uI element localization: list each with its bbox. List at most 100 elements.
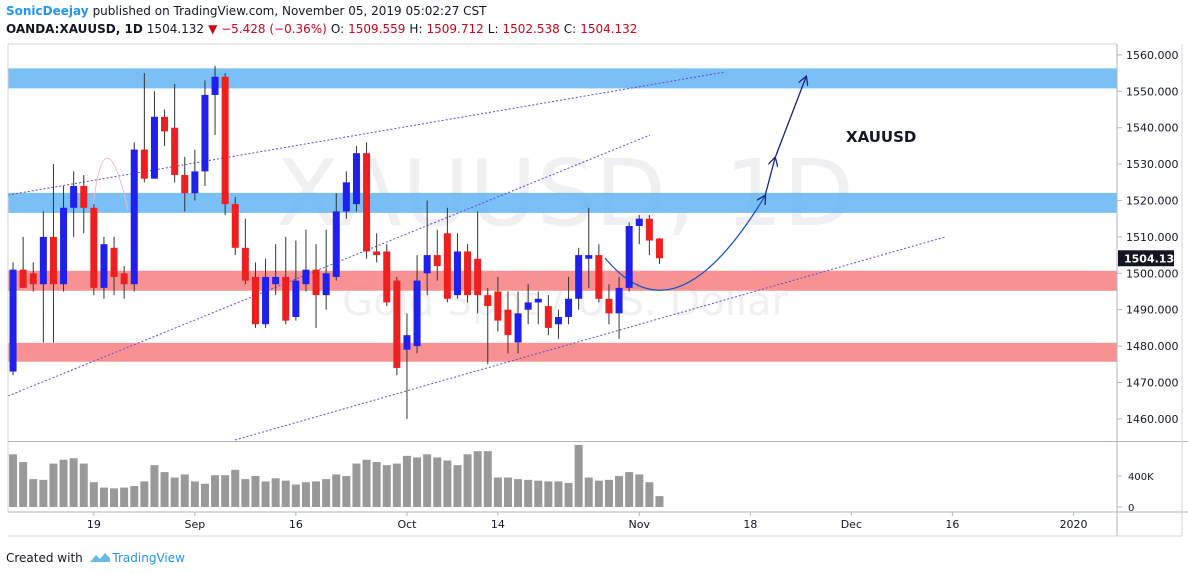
volume-bar: [291, 484, 300, 507]
candle-body: [625, 225, 633, 288]
y-tick-label: 1470.000: [1126, 376, 1179, 389]
logo: [89, 553, 110, 562]
candle-body: [645, 218, 653, 241]
y-tick-label: 1560.000: [1126, 49, 1179, 62]
brand[interactable]: TradingView: [112, 551, 185, 565]
candle-body: [262, 276, 270, 325]
volume-bar: [39, 479, 48, 507]
volume-bar: [645, 482, 654, 507]
candle-body: [171, 127, 179, 176]
candle-body: [342, 182, 350, 212]
volume-bar: [89, 482, 98, 507]
volume-bar: [625, 472, 634, 507]
candle-body: [383, 251, 391, 303]
zone: [8, 342, 1117, 362]
candle-body: [433, 255, 441, 267]
candle-body: [373, 251, 381, 256]
volume-bar: [362, 459, 371, 507]
candle-body: [282, 276, 290, 321]
volume-bar: [574, 445, 583, 507]
x-tick-label: 19: [87, 518, 101, 531]
candle-body: [575, 255, 583, 299]
y-tick-label: 1550.000: [1126, 85, 1179, 98]
volume-tick-label: 400K: [1128, 472, 1154, 483]
candle-body: [423, 255, 431, 274]
x-tick-label: Nov: [629, 518, 651, 531]
volume-bar: [453, 465, 462, 507]
y-tick-label: 1500.000: [1126, 267, 1179, 280]
volume-bar: [110, 488, 119, 507]
candle-body: [544, 306, 552, 328]
volume-bar: [271, 478, 280, 507]
candle-body: [191, 171, 199, 194]
volume-bar: [473, 451, 482, 507]
candle-body: [90, 207, 98, 288]
candle-body: [110, 247, 118, 277]
volume-bar: [200, 483, 209, 507]
candle-body: [140, 149, 148, 179]
candle-body: [322, 273, 330, 296]
volume-bar: [554, 481, 563, 507]
volume-bar: [150, 465, 159, 507]
candle-body: [484, 295, 492, 307]
volume-bar: [170, 477, 179, 507]
volume-bar: [493, 477, 502, 507]
quote-item: H:: [409, 22, 423, 36]
quote-item: 1504.132: [146, 22, 205, 36]
quote-item: 1509.559: [348, 22, 406, 36]
author[interactable]: SonicDeejay: [6, 4, 89, 18]
candle-body: [60, 207, 68, 285]
candle-body: [29, 273, 37, 285]
volume-bar: [443, 460, 452, 507]
volume-bar: [140, 481, 149, 507]
x-tick-label: 16: [289, 518, 303, 531]
candle-body: [201, 94, 209, 172]
candle-body: [464, 251, 472, 296]
volume-bar: [483, 451, 492, 507]
x-tick-label: 16: [945, 518, 959, 531]
quote-item: 1504.132: [580, 22, 638, 36]
candle-body: [605, 298, 613, 314]
candle-body: [130, 149, 138, 285]
trend-line: [234, 236, 946, 441]
y-tick-label: 1510.000: [1126, 231, 1179, 244]
quote-line: OANDA:XAUUSD, 1D 1504.132 ▼ −5.428 (−0.36%…: [6, 22, 641, 36]
x-tick-label: Oct: [397, 518, 417, 531]
candle-body: [292, 280, 300, 317]
y-tick-label: 1460.000: [1126, 413, 1179, 426]
candle-body: [534, 298, 542, 303]
projection: [764, 158, 775, 197]
volume-bar: [594, 480, 603, 507]
volume-bar: [29, 479, 38, 507]
y-tick-label: 1540.000: [1126, 122, 1179, 135]
volume-bar: [99, 487, 108, 507]
volume-bar: [635, 474, 644, 507]
volume-bar: [241, 479, 250, 507]
candle-body: [19, 269, 27, 288]
volume-tick-label: 0: [1128, 503, 1134, 514]
candle-body: [595, 255, 603, 299]
candle-body: [161, 116, 169, 132]
candle-body: [251, 276, 259, 325]
volume-bar: [352, 463, 361, 507]
volume-bar: [382, 465, 391, 507]
volume-bar: [372, 462, 381, 507]
quote-item: ▼ −5.428 (−0.36%): [208, 22, 327, 36]
x-tick-label: 2020: [1060, 518, 1088, 531]
projection: [604, 196, 765, 291]
curve: [91, 157, 129, 216]
y-tick-label: 1490.000: [1126, 304, 1179, 317]
candle-body: [494, 291, 502, 321]
volume-bar: [49, 463, 58, 507]
volume-bar: [281, 480, 290, 507]
volume-bar: [655, 496, 664, 507]
candle-body: [453, 251, 461, 296]
volume-bar: [433, 457, 442, 507]
candle-body: [241, 247, 249, 281]
candle-body: [585, 255, 593, 259]
y-tick-label: 1530.000: [1126, 158, 1179, 171]
candle-body: [443, 233, 451, 299]
volume-bar: [160, 472, 169, 507]
frame: [7, 43, 1188, 537]
